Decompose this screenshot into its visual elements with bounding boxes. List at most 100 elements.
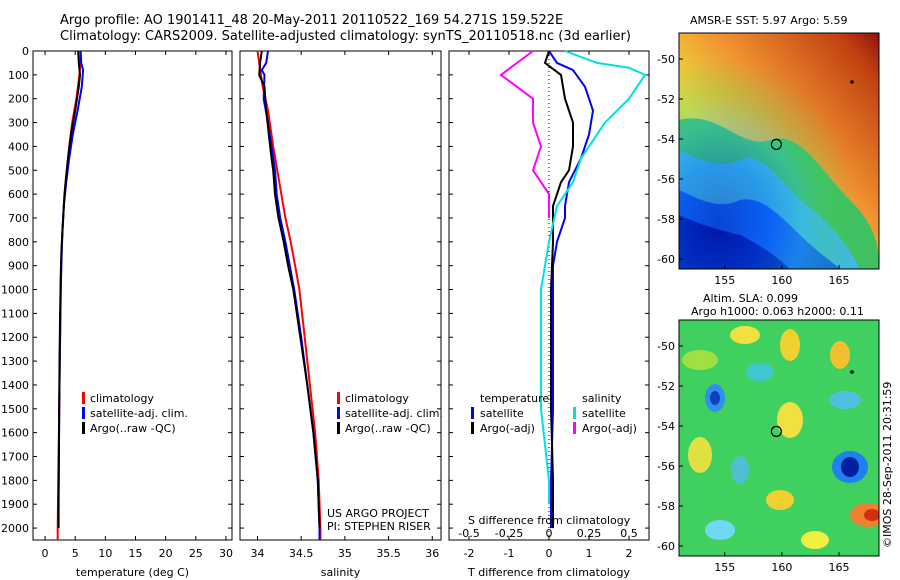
header-line1: Argo profile: AO 1901411_48 20-May-2011 … bbox=[60, 13, 563, 28]
x-tick-label: 30 bbox=[219, 547, 233, 560]
x-tick-label: 35 bbox=[338, 547, 352, 560]
x-tick-label: -1 bbox=[504, 547, 515, 560]
legend-label-argo: Argo(..raw -QC) bbox=[345, 422, 431, 435]
track-dot bbox=[850, 80, 854, 84]
s-diff-tick-label: 0.25 bbox=[577, 527, 602, 540]
legend-label-climatology: climatology bbox=[90, 392, 154, 405]
legend-label-satellite: satellite-adj. clim. bbox=[90, 407, 188, 420]
legend-swatch-climatology bbox=[337, 392, 340, 404]
project-annotation-line1: US ARGO PROJECT bbox=[327, 507, 429, 520]
legend-swatch-satellite bbox=[82, 407, 85, 419]
legend-swatch-argo bbox=[337, 422, 340, 434]
y-tick-label: 300 bbox=[8, 117, 29, 130]
x-tick-label: 5 bbox=[72, 547, 79, 560]
y-tick-label: 1900 bbox=[1, 498, 29, 511]
y-tick-label: 2000 bbox=[1, 522, 29, 535]
project-annotation-line2: PI: STEPHEN RISER bbox=[327, 520, 431, 533]
x-tick-label: 1 bbox=[586, 547, 593, 560]
map-x-tick-label: 165 bbox=[829, 274, 850, 287]
legend-swatch-t-argo bbox=[471, 422, 474, 434]
map-y-tick-label: -56 bbox=[657, 173, 675, 186]
x-tick-label: 0 bbox=[546, 547, 553, 560]
series-line-temperature-argo-adj- bbox=[543, 50, 574, 529]
map-y-tick-label: -54 bbox=[657, 420, 675, 433]
series-line-argo-raw-qc- bbox=[258, 50, 321, 529]
series-line-satellite-adj-clim- bbox=[57, 50, 85, 524]
s-diff-tick-label: 0 bbox=[546, 527, 553, 540]
sst-map-frame bbox=[678, 32, 880, 270]
legend-label-satellite: satellite-adj. clim. bbox=[345, 407, 443, 420]
map-y-tick-label: -60 bbox=[657, 540, 675, 553]
sla-map-frame bbox=[678, 319, 880, 557]
x-tick-label: 36 bbox=[425, 547, 439, 560]
track-dot bbox=[850, 370, 854, 374]
y-tick-label: 800 bbox=[8, 236, 29, 249]
s-diff-tick-label: -0.25 bbox=[495, 527, 523, 540]
x-tick-label: 35.5 bbox=[376, 547, 401, 560]
series-line-salinity-satellite bbox=[540, 50, 647, 505]
map-y-tick-label: -56 bbox=[657, 460, 675, 473]
y-tick-label: 100 bbox=[8, 69, 29, 82]
map-x-tick-label: 155 bbox=[714, 561, 735, 574]
argo-float-marker bbox=[770, 138, 782, 150]
y-tick-label: 400 bbox=[8, 140, 29, 153]
header-line2: Climatology: CARS2009. Satellite-adjuste… bbox=[60, 29, 631, 44]
y-tick-label: 1200 bbox=[1, 331, 29, 344]
temperature-profile-panel: 0 5 10 15 20 25 300100200300400500600700800900… bbox=[1, 45, 233, 579]
legend-swatch-satellite bbox=[337, 407, 340, 419]
map-x-tick-label: 155 bbox=[714, 274, 735, 287]
legend-swatch-s-satellite bbox=[573, 407, 576, 419]
legend-swatch-s-argo bbox=[573, 422, 576, 434]
map-y-tick-label: -58 bbox=[657, 213, 675, 226]
series-line-temperature-satellite bbox=[548, 50, 595, 529]
sst-map-title: AMSR-E SST: 5.97 Argo: 5.59 bbox=[690, 14, 848, 27]
y-tick-label: 1800 bbox=[1, 474, 29, 487]
series-line-argo-raw-qc- bbox=[57, 50, 82, 529]
x-tick-label: 15 bbox=[129, 547, 143, 560]
salinity-profile-panel: 34 34.5 35 35.5 36 salinity bbox=[239, 50, 442, 579]
temperature-legend: climatology satellite-adj. clim. Argo(..… bbox=[82, 392, 188, 435]
legend-label-argo: Argo(..raw -QC) bbox=[90, 422, 176, 435]
y-tick-label: 1300 bbox=[1, 355, 29, 368]
legend-swatch-t-satellite bbox=[471, 407, 474, 419]
legend-header-salinity: salinity bbox=[582, 392, 622, 405]
y-tick-label: 0 bbox=[22, 45, 29, 58]
sla-map-subtitle: Argo h1000: 0.063 h2000: 0.11 bbox=[691, 305, 864, 318]
y-tick-label: 600 bbox=[8, 188, 29, 201]
legend-label-climatology: climatology bbox=[345, 392, 409, 405]
x-tick-label: -2 bbox=[464, 547, 475, 560]
sla-map-panel: Altim. SLA: 0.099 Argo h1000: 0.063 h200… bbox=[657, 292, 880, 574]
y-tick-label: 1500 bbox=[1, 403, 29, 416]
map-y-tick-label: -50 bbox=[657, 340, 675, 353]
legend-label-t-argo: Argo(-adj) bbox=[480, 422, 535, 435]
map-y-tick-label: -60 bbox=[657, 253, 675, 266]
x-tick-label: 0 bbox=[42, 547, 49, 560]
map-y-tick-label: -52 bbox=[657, 380, 675, 393]
imos-watermark: ©IMOS 28-Sep-2011 20:31:59 bbox=[881, 382, 894, 548]
sla-map-title: Altim. SLA: 0.099 bbox=[703, 292, 798, 305]
s-diff-axis-label: S difference from climatology bbox=[468, 514, 631, 527]
legend-swatch-argo bbox=[82, 422, 85, 434]
y-tick-label: 1100 bbox=[1, 307, 29, 320]
plot-frame bbox=[32, 50, 233, 541]
salinity-legend: climatology satellite-adj. clim. Argo(..… bbox=[337, 392, 443, 435]
y-tick-label: 1600 bbox=[1, 427, 29, 440]
y-tick-label: 500 bbox=[8, 164, 29, 177]
map-y-tick-label: -58 bbox=[657, 500, 675, 513]
x-tick-label: 25 bbox=[189, 547, 203, 560]
y-tick-label: 1000 bbox=[1, 284, 29, 297]
legend-header-temperature: temperature bbox=[480, 392, 549, 405]
difference-profile-panel: -2 -1 0 1 2 T difference from climatology -0.5… bbox=[448, 50, 650, 579]
sst-map-panel: AMSR-E SST: 5.97 Argo: 5.59 155 160 165 -50… bbox=[657, 14, 880, 287]
x-tick-label: 34 bbox=[250, 547, 264, 560]
x-tick-label: 10 bbox=[98, 547, 112, 560]
map-y-tick-label: -52 bbox=[657, 93, 675, 106]
x-axis-label: T difference from climatology bbox=[467, 566, 630, 579]
legend-swatch-climatology bbox=[82, 392, 85, 404]
map-x-tick-label: 160 bbox=[771, 274, 792, 287]
x-tick-label: 2 bbox=[626, 547, 633, 560]
y-tick-label: 1400 bbox=[1, 379, 29, 392]
x-axis-label: temperature (deg C) bbox=[76, 566, 189, 579]
difference-legend: temperature salinity satellite Argo(-adj… bbox=[471, 392, 637, 435]
